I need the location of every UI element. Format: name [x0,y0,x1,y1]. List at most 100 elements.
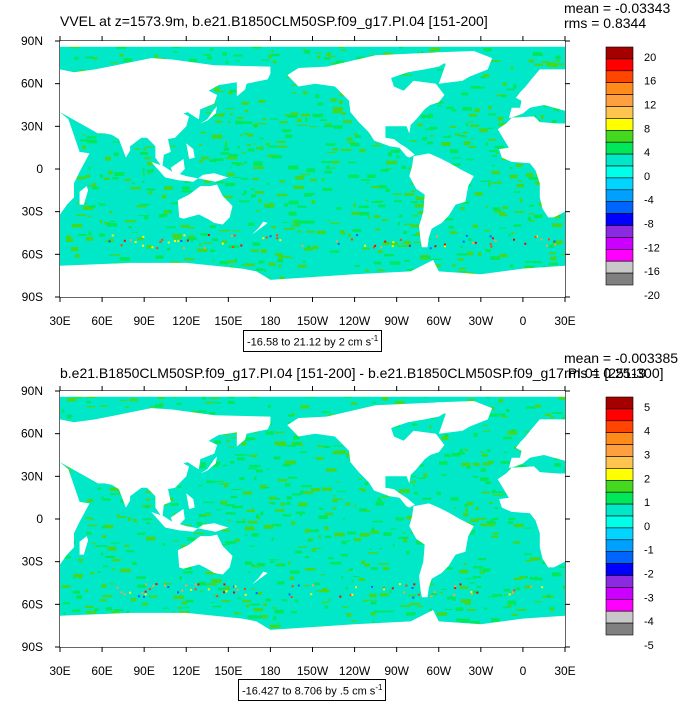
field-cell [333,495,336,497]
field-cell [132,232,138,234]
field-cell [310,488,321,492]
field-cell [129,591,132,594]
mean-label: mean = -0.03343 [564,0,671,16]
field-cell [382,587,385,590]
field-cell [88,184,97,187]
colorbar-box [605,237,634,250]
land-mask [508,69,565,118]
field-cell [250,188,255,191]
field-cell [372,520,383,523]
chart-title: VVEL at z=1573.9m, b.e21.B1850CLM50SP.f0… [60,13,488,29]
field-cell [466,609,477,611]
field-cell [258,99,266,103]
field-cell [323,57,331,60]
field-cell [120,499,124,503]
field-cell [563,467,565,472]
field-cell [236,588,239,591]
field-cell [550,607,555,612]
field-cell [335,240,338,243]
field-cell [154,54,159,58]
field-cell [446,596,454,600]
field-cell [112,177,119,180]
land-mask [409,153,474,248]
field-cell [279,121,288,124]
field-cell [449,125,457,128]
field-cell [383,610,394,613]
field-cell [181,190,193,193]
field-cell [145,188,156,191]
field-cell [311,200,315,204]
field-cell [110,542,121,544]
field-cell [183,234,186,237]
field-cell [333,445,343,447]
field-cell [498,398,504,403]
x-tick-label: 90E [133,314,154,328]
field-cell [368,55,376,57]
field-cell [516,587,521,591]
field-cell [99,203,106,206]
field-cell [395,400,405,405]
field-cell [485,142,489,147]
field-cell [472,475,479,478]
field-cell [304,567,316,571]
field-cell [256,210,260,212]
field-cell [145,583,148,586]
land-mask [497,116,565,218]
field-cell [467,530,476,533]
field-cell [426,583,434,586]
field-cell [471,590,479,594]
field-cell [245,109,249,113]
field-cell [524,527,532,529]
field-cell [418,197,425,200]
field-cell [326,165,330,170]
field-cell [86,400,91,404]
field-cell [408,244,411,247]
field-cell [431,258,442,260]
field-cell [488,413,500,417]
field-cell [301,113,311,117]
field-cell [415,540,426,545]
field-cell [443,243,446,246]
field-cell [211,461,221,466]
y-tick-label: 30S [22,205,43,219]
colorbar-box [605,420,634,434]
field-cell [474,86,485,89]
field-cell [358,478,363,480]
contour-caption-sup: -1 [375,683,383,692]
field-cell [144,590,147,593]
field-cell [206,583,217,586]
field-cell [317,445,326,448]
field-cell [300,490,304,494]
field-cell [381,219,389,222]
field-cell [379,593,389,597]
field-cell [98,202,101,205]
y-tick-label: 90S [22,640,43,654]
field-cell [83,205,94,210]
field-cell [524,260,531,263]
field-cell [253,124,257,128]
field-cell [491,155,498,157]
field-cell [93,57,98,60]
field-cell [161,238,164,241]
field-cell [333,107,344,111]
colorbar-box [605,118,634,131]
field-cell [220,152,229,155]
field-cell [465,578,476,580]
field-cell [550,416,555,419]
field-cell [515,163,523,167]
field-cell [523,587,531,589]
field-cell [507,605,511,608]
colorbar-box [605,587,634,600]
field-cell [310,593,313,596]
land-mask [151,161,229,182]
field-cell [486,521,496,525]
field-cell [145,498,151,501]
field-cell [155,583,158,586]
field-cell [355,586,357,589]
field-cell [513,589,516,592]
field-cell [449,149,459,154]
field-cell [311,548,316,552]
field-cell [251,507,254,510]
field-cell [354,538,361,542]
field-cell [411,587,414,589]
